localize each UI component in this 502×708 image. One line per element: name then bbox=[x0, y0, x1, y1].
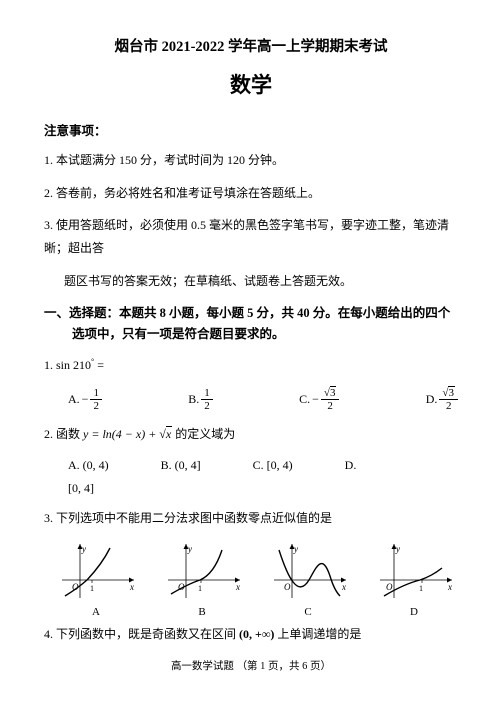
q3-graph-c: y x O C bbox=[264, 540, 352, 616]
q3-graph-b: y x O 1 B bbox=[158, 540, 246, 616]
q1-d-label: D. bbox=[426, 390, 438, 409]
svg-text:1: 1 bbox=[419, 584, 423, 593]
exam-subject-title: 数学 bbox=[44, 69, 458, 103]
q2-sqrt: x bbox=[159, 424, 172, 446]
q1-b-frac: 1 2 bbox=[201, 387, 213, 412]
q1-opt-a: A. − 1 2 bbox=[68, 387, 102, 412]
q1-a-num: 1 bbox=[90, 387, 102, 400]
q1-c-num: 3 bbox=[321, 387, 340, 400]
q1-b-num: 1 bbox=[201, 387, 213, 400]
q4-interval: (0, +∞) bbox=[239, 627, 274, 641]
q2-expr: y = ln(4 − x) + bbox=[83, 427, 159, 441]
svg-text:O: O bbox=[178, 582, 185, 592]
svg-text:x: x bbox=[341, 582, 346, 592]
q1-opt-c: C. − 3 2 bbox=[299, 387, 339, 412]
notice-item-3: 3. 使用答题纸时，必须使用 0.5 毫米的黑色签字笔书写，要字迹工整，笔迹清晰… bbox=[44, 214, 458, 260]
q1-stem: 1. sin 210° = bbox=[44, 355, 458, 377]
svg-text:y: y bbox=[395, 544, 400, 554]
q4-stem: 4. 下列函数中，既是奇函数又在区间 (0, +∞) 上单调递增的是 bbox=[44, 624, 458, 646]
q1-c-label: C. bbox=[299, 390, 310, 409]
q2-opt-a: A. (0, 4) bbox=[68, 456, 109, 475]
svg-text:y: y bbox=[187, 544, 192, 554]
notice-item-2: 2. 答卷前，务必将姓名和准考证号填涂在答题纸上。 bbox=[44, 182, 458, 205]
q2-opt-c: C. [0, 4) bbox=[253, 456, 293, 475]
q3-svg-c: y x O bbox=[264, 540, 352, 602]
footer-left: 高一数学试题 bbox=[171, 661, 237, 672]
svg-text:O: O bbox=[386, 582, 393, 592]
svg-text:x: x bbox=[447, 582, 452, 592]
q1-b-label: B. bbox=[188, 390, 199, 409]
q1-a-frac: 1 2 bbox=[90, 387, 102, 412]
q3-svg-d: y x O 1 bbox=[370, 540, 458, 602]
q4-post: 上单调递增的是 bbox=[274, 627, 361, 641]
q2-options: A. (0, 4) B. (0, 4] C. [0, 4) D. bbox=[68, 456, 458, 475]
notice-item-3-cont: 题区书写的答案无效；在草稿纸、试题卷上答题无效。 bbox=[64, 270, 458, 293]
q2-post: 的定义域为 bbox=[172, 427, 235, 441]
notice-item-1: 1. 本试题满分 150 分，考试时间为 120 分钟。 bbox=[44, 149, 458, 172]
svg-text:1: 1 bbox=[90, 584, 94, 593]
q3-label-b: B bbox=[158, 604, 246, 622]
q1-a-neg: − bbox=[82, 390, 89, 409]
q1-d-frac: 3 2 bbox=[439, 387, 458, 412]
q1-d-den: 2 bbox=[443, 400, 455, 412]
q3-label-a: A bbox=[52, 604, 140, 622]
q2-opt-d-tail: [0, 4] bbox=[68, 479, 458, 498]
q2-pre: 2. 函数 bbox=[44, 427, 83, 441]
q1-d-num: 3 bbox=[439, 387, 458, 400]
q1-b-den: 2 bbox=[201, 400, 213, 412]
q1-options: A. − 1 2 B. 1 2 C. − 3 2 D. 3 2 bbox=[68, 387, 458, 412]
q3-graphs: y x O 1 A y x O 1 B y bbox=[52, 540, 458, 616]
q3-graph-a: y x O 1 A bbox=[52, 540, 140, 616]
q3-stem: 3. 下列选项中不能用二分法求图中函数零点近似值的是 bbox=[44, 508, 458, 530]
q1-c-den: 2 bbox=[324, 400, 336, 412]
q1-c-neg: − bbox=[312, 390, 319, 409]
q1-opt-b: B. 1 2 bbox=[188, 387, 213, 412]
q4-pre: 4. 下列函数中，既是奇函数又在区间 bbox=[44, 627, 239, 641]
q3-graph-d: y x O 1 D bbox=[370, 540, 458, 616]
q3-svg-a: y x O 1 bbox=[52, 540, 140, 602]
q2-opt-d: D. bbox=[345, 456, 357, 475]
q3-svg-b: y x O 1 bbox=[158, 540, 246, 602]
svg-text:1: 1 bbox=[198, 584, 202, 593]
q2-opt-b: B. (0, 4] bbox=[161, 456, 201, 475]
q3-label-d: D bbox=[370, 604, 458, 622]
svg-text:y: y bbox=[81, 544, 86, 554]
q1-a-den: 2 bbox=[90, 400, 102, 412]
q1-opt-d: D. 3 2 bbox=[426, 387, 458, 412]
footer-mid: （第 1 页，共 6 页） bbox=[237, 661, 332, 672]
svg-text:O: O bbox=[72, 582, 79, 592]
section-1-header: 一、选择题：本题共 8 小题，每小题 5 分，共 40 分。在每小题给出的四个选… bbox=[72, 303, 458, 346]
exam-main-title: 烟台市 2021-2022 学年高一上学期期末考试 bbox=[44, 36, 458, 59]
q1-a-label: A. bbox=[68, 390, 80, 409]
svg-text:y: y bbox=[293, 544, 298, 554]
svg-text:O: O bbox=[284, 582, 291, 592]
q3-label-c: C bbox=[264, 604, 352, 622]
page-footer: 高一数学试题 （第 1 页，共 6 页） bbox=[44, 659, 458, 676]
svg-text:x: x bbox=[235, 582, 240, 592]
notice-header: 注意事项： bbox=[44, 121, 458, 141]
svg-text:x: x bbox=[129, 582, 134, 592]
q2-stem: 2. 函数 y = ln(4 − x) + x 的定义域为 bbox=[44, 424, 458, 446]
q1-stem-suffix: = bbox=[94, 358, 104, 372]
q1-c-frac: 3 2 bbox=[321, 387, 340, 412]
q1-stem-prefix: 1. sin 210 bbox=[44, 358, 91, 372]
